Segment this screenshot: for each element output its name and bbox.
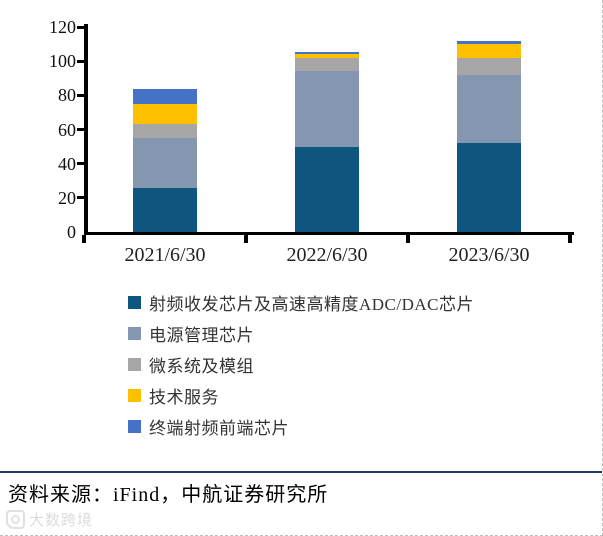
y-axis-tick-label: 120: [49, 17, 76, 37]
stacked-bar-2022/6/30: [295, 51, 359, 232]
legend-swatch-icon: [128, 419, 141, 433]
legend-swatch-icon: [128, 357, 141, 371]
legend-label: 终端射频前端芯片: [149, 418, 289, 438]
y-axis-tick: [77, 25, 85, 29]
bar-segment: [295, 53, 359, 58]
y-axis-tick-label: 100: [49, 51, 76, 72]
bar-segment: [133, 187, 197, 232]
y-axis-tick-label: 40: [58, 153, 76, 174]
legend-item: 电源管理芯片: [128, 324, 474, 345]
x-axis-category-label: 2023/6/30: [448, 244, 530, 266]
y-axis-tick: [77, 162, 85, 166]
stacked-bar-2021/6/30: [133, 88, 197, 232]
legend-swatch-icon: [128, 326, 141, 340]
stacked-bar-2023/6/30: [457, 40, 521, 232]
x-axis-tick: [406, 235, 410, 243]
legend-label: 电源管理芯片: [149, 325, 254, 345]
legend-label: 射频收发芯片及高速高精度ADC/DAC芯片: [149, 294, 475, 314]
y-axis-tick-label: 20: [58, 187, 76, 208]
legend: 射频收发芯片及高速高精度ADC/DAC芯片 电源管理芯片 微系统及模组 技术服务终端射…: [128, 293, 474, 448]
legend-item: 技术服务: [128, 386, 474, 407]
bar-segment: [457, 57, 521, 75]
legend-label: 微系统及模组: [149, 356, 254, 376]
y-axis-tick: [77, 59, 85, 63]
x-axis-category-label: 2022/6/30: [286, 244, 368, 266]
bar-segment: [133, 88, 197, 104]
legend-label: 技术服务: [149, 387, 219, 407]
x-axis-tick: [568, 235, 572, 243]
bar-segment: [457, 74, 521, 144]
source-line: 资料来源：iFind，中航证券研究所: [8, 484, 329, 506]
chart: 0 20 40 60 80 100 120 2021/6/30 2022/6/30 2023/6/…: [49, 17, 574, 266]
legend-item: 射频收发芯片及高速高精度ADC/DAC芯片: [128, 293, 474, 314]
y-axis-tick-label: 60: [58, 119, 76, 140]
y-axis-tick-label: 80: [58, 85, 76, 106]
bar-segment: [295, 146, 359, 232]
bar-segment: [295, 57, 359, 72]
legend-item: 微系统及模组: [128, 355, 474, 376]
watermark-text: 大数跨境: [29, 512, 94, 529]
y-axis-tick: [77, 93, 85, 97]
x-axis-category-label: 2021/6/30: [124, 244, 206, 266]
x-axis-line: [84, 232, 574, 235]
y-axis-tick: [77, 196, 85, 200]
watermark-logo-icon: [6, 510, 25, 529]
watermark: 大数跨境: [6, 509, 93, 530]
y-axis-tick-label: 0: [67, 222, 76, 242]
bar-segment: [133, 124, 197, 139]
footer-divider: [0, 471, 602, 473]
bar-segment: [457, 44, 521, 58]
legend-swatch-icon: [128, 295, 141, 309]
bar-segment: [295, 51, 359, 54]
legend-item: 终端射频前端芯片: [128, 417, 474, 438]
bar-segment: [133, 103, 197, 125]
bar-segment: [133, 138, 197, 188]
y-axis-line: [84, 24, 88, 235]
bar-segment: [457, 143, 521, 232]
x-axis-tick: [244, 235, 248, 243]
y-axis-tick: [77, 128, 85, 131]
legend-swatch-icon: [128, 388, 141, 402]
bar-segment: [457, 40, 521, 45]
bar-segment: [295, 71, 359, 147]
x-axis-tick: [82, 235, 86, 243]
